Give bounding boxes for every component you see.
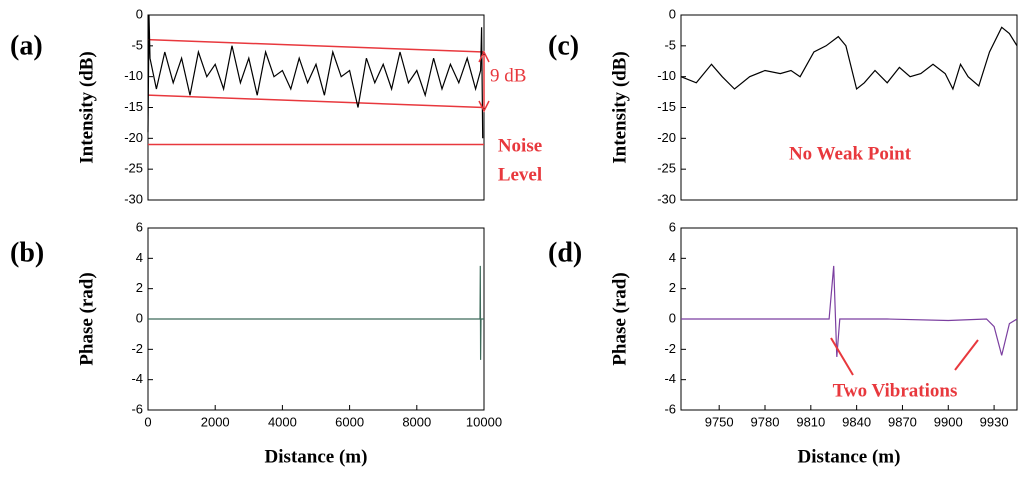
y-tick-label: -30 (657, 191, 676, 206)
y-tick-label: -10 (124, 68, 143, 83)
panel-label: (b) (10, 237, 44, 268)
y-axis-label: Phase (rad) (76, 272, 97, 365)
y-tick-label: 2 (136, 280, 143, 295)
data-line (680, 26, 1018, 91)
plot-frame (680, 14, 1018, 201)
y-tick-label: 0 (669, 6, 676, 21)
annotation: Two Vibrations (833, 380, 958, 401)
y-tick-label: -15 (124, 99, 143, 114)
x-tick-label: 10000 (466, 414, 502, 429)
data-line (148, 265, 484, 360)
y-tick-label: -4 (664, 371, 676, 386)
plot-frame (147, 14, 485, 201)
y-tick-label: -20 (124, 130, 143, 145)
y-axis-label: Intensity (dB) (76, 51, 97, 163)
x-tick-label: 2000 (201, 414, 230, 429)
y-tick-label: 0 (669, 310, 676, 325)
y-tick-label: 4 (136, 250, 143, 265)
annotation: 9 dB (490, 65, 526, 86)
y-tick-label: 0 (136, 310, 143, 325)
y-axis-label: Phase (rad) (609, 272, 630, 365)
y-tick-label: -30 (124, 191, 143, 206)
y-tick-label: -6 (131, 401, 143, 416)
reference-line (147, 38, 485, 53)
y-tick-label: 4 (669, 250, 676, 265)
x-axis-label: Distance (m) (798, 446, 901, 467)
data-line (147, 14, 484, 139)
x-tick-label: 0 (144, 414, 151, 429)
y-tick-label: -5 (131, 37, 143, 52)
panel-label: (d) (548, 237, 582, 268)
x-tick-label: 9900 (934, 414, 963, 429)
y-tick-label: -20 (657, 130, 676, 145)
arrow-head (478, 100, 490, 113)
x-axis-label: Distance (m) (265, 446, 368, 467)
panel-label: (a) (10, 30, 43, 61)
y-tick-label: 6 (669, 219, 676, 234)
x-tick-label: 9870 (888, 414, 917, 429)
pointer (830, 337, 854, 376)
data-line (681, 265, 1018, 357)
panel-label: (c) (548, 30, 579, 61)
y-axis-label: Intensity (dB) (609, 51, 630, 163)
annotation: No Weak Point (789, 143, 912, 164)
x-tick-label: 9780 (751, 414, 780, 429)
y-tick-label: 6 (136, 219, 143, 234)
y-tick-label: -25 (124, 161, 143, 176)
y-tick-label: -6 (664, 401, 676, 416)
x-tick-label: 6000 (335, 414, 364, 429)
y-tick-label: 0 (136, 6, 143, 21)
y-tick-label: -5 (664, 37, 676, 52)
reference-line (147, 94, 485, 109)
x-tick-label: 9750 (705, 414, 734, 429)
y-tick-label: 2 (669, 280, 676, 295)
y-tick-label: -4 (131, 371, 143, 386)
y-tick-label: -2 (664, 341, 676, 356)
annotation: Noise (498, 135, 542, 156)
x-tick-label: 8000 (402, 414, 431, 429)
y-tick-label: -10 (657, 68, 676, 83)
annotation: Level (498, 164, 542, 185)
x-tick-label: 9810 (796, 414, 825, 429)
arrow-head (478, 50, 490, 63)
y-tick-label: -25 (657, 161, 676, 176)
y-tick-label: -2 (131, 341, 143, 356)
x-tick-label: 9840 (842, 414, 871, 429)
x-tick-label: 4000 (268, 414, 297, 429)
pointer (954, 339, 979, 371)
x-tick-label: 9930 (980, 414, 1009, 429)
y-tick-label: -15 (657, 99, 676, 114)
